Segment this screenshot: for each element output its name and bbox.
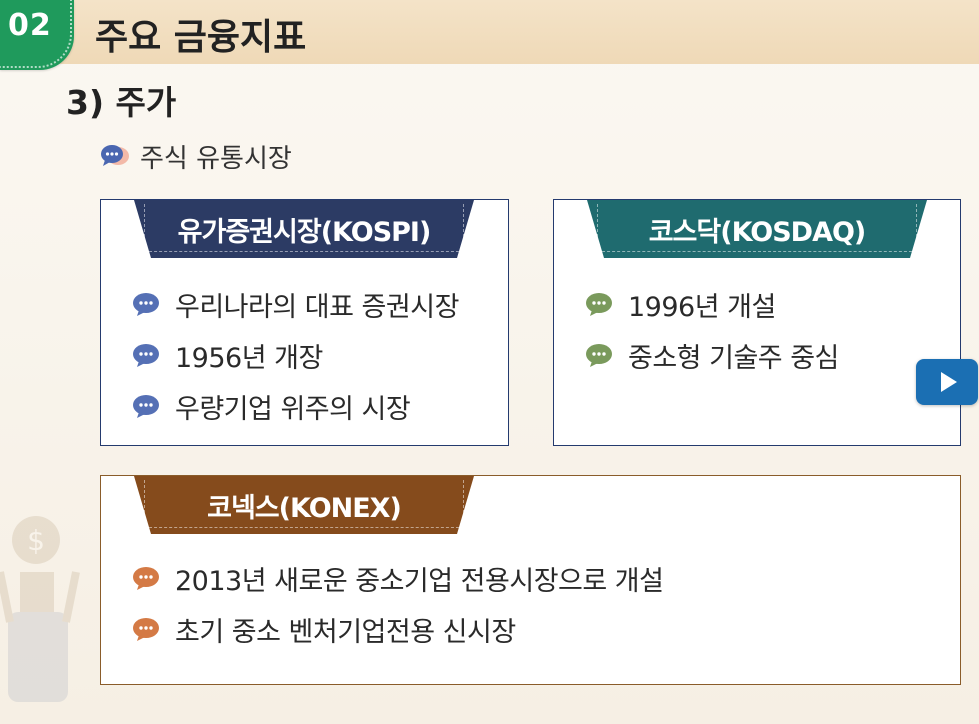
list-item-text: 2013년 새로운 중소기업 전용시장으로 개설 xyxy=(175,565,664,597)
list-item-text: 우리나라의 대표 증권시장 xyxy=(175,291,459,323)
konex-banner: 코넥스(KONEX) xyxy=(134,476,474,534)
list-item: 중소형 기술주 중심 xyxy=(584,335,839,375)
play-button[interactable] xyxy=(916,359,978,405)
chat-bubble-icon xyxy=(584,342,614,368)
list-item: 1996년 개설 xyxy=(584,284,776,324)
chat-bubble-icon xyxy=(584,291,614,317)
chapter-badge: 02 xyxy=(0,0,74,70)
kosdaq-title: 코스닥(KOSDAQ) xyxy=(648,216,867,248)
subheading: 주식 유통시장 xyxy=(100,138,292,174)
kospi-banner: 유가증권시장(KOSPI) xyxy=(134,200,474,258)
list-item: 2013년 새로운 중소기업 전용시장으로 개설 xyxy=(131,558,664,598)
speech-bubbles-icon xyxy=(100,143,130,169)
konex-card: 코넥스(KONEX) 2013년 새로운 중소기업 전용시장으로 개설 초기 중… xyxy=(100,475,961,685)
page-title: 주요 금융지표 xyxy=(95,17,307,58)
chat-bubble-icon xyxy=(131,616,161,642)
chat-bubble-icon xyxy=(131,393,161,419)
list-item-text: 중소형 기술주 중심 xyxy=(628,342,839,374)
list-item: 우량기업 위주의 시장 xyxy=(131,386,411,426)
kospi-card: 유가증권시장(KOSPI) 우리나라의 대표 증권시장 1956년 개장 우량기… xyxy=(100,199,509,446)
play-icon xyxy=(941,372,957,392)
list-item-text: 초기 중소 벤처기업전용 신시장 xyxy=(175,616,516,648)
list-item-text: 1956년 개장 xyxy=(175,342,323,374)
list-item: 우리나라의 대표 증권시장 xyxy=(131,284,459,324)
list-item: 초기 중소 벤처기업전용 신시장 xyxy=(131,609,516,649)
konex-title: 코넥스(KONEX) xyxy=(207,492,402,524)
kospi-title: 유가증권시장(KOSPI) xyxy=(177,216,432,248)
chat-bubble-icon xyxy=(131,342,161,368)
chat-bubble-icon xyxy=(131,565,161,591)
list-item-text: 1996년 개설 xyxy=(628,291,776,323)
list-item: 1956년 개장 xyxy=(131,335,323,375)
chapter-number: 02 xyxy=(8,8,52,43)
chat-bubble-icon xyxy=(131,291,161,317)
section-title: 3) 주가 xyxy=(66,83,177,122)
subheading-label: 주식 유통시장 xyxy=(140,143,292,174)
list-item-text: 우량기업 위주의 시장 xyxy=(175,393,411,425)
kosdaq-card: 코스닥(KOSDAQ) 1996년 개설 중소형 기술주 중심 xyxy=(553,199,961,446)
kosdaq-banner: 코스닥(KOSDAQ) xyxy=(587,200,927,258)
svg-text:$: $ xyxy=(27,524,45,557)
person-holding-coin-icon: $ xyxy=(0,516,80,702)
header-bar: 02 주요 금융지표 xyxy=(0,0,979,70)
